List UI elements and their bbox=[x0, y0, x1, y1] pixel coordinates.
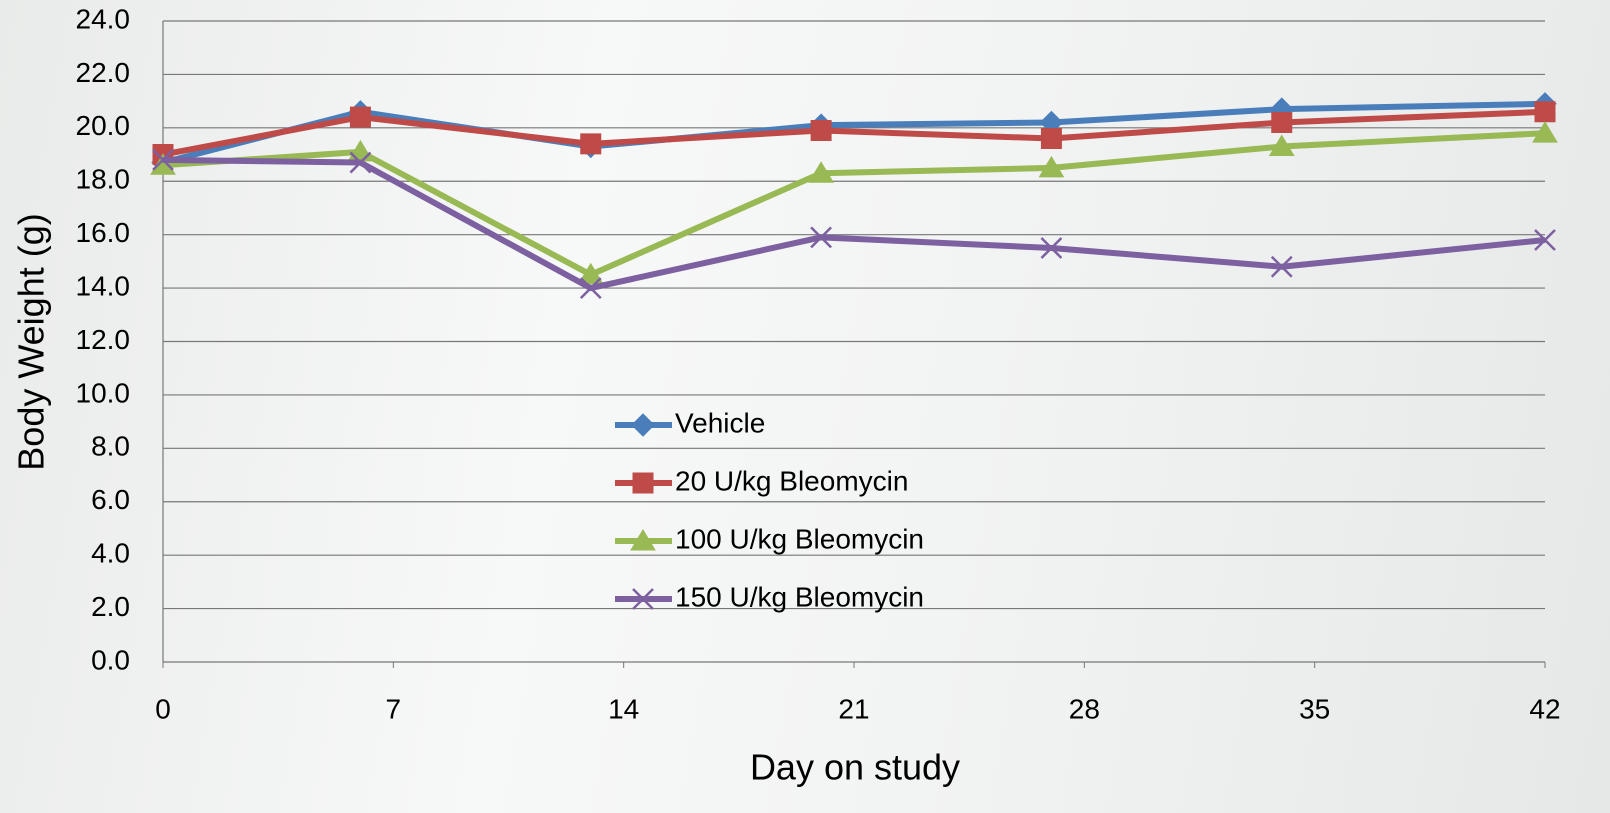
y-tick-label: 18.0 bbox=[76, 164, 131, 195]
x-tick-label: 35 bbox=[1299, 693, 1330, 724]
marker bbox=[577, 262, 604, 285]
legend-label: 100 U/kg Bleomycin bbox=[675, 523, 924, 554]
marker bbox=[631, 413, 655, 437]
y-tick-label: 14.0 bbox=[76, 270, 131, 301]
y-tick-label: 8.0 bbox=[91, 431, 130, 462]
legend-label: 150 U/kg Bleomycin bbox=[675, 581, 924, 612]
y-tick-label: 10.0 bbox=[76, 377, 131, 408]
y-tick-label: 12.0 bbox=[76, 324, 131, 355]
x-tick-label: 14 bbox=[608, 693, 639, 724]
x-tick-label: 7 bbox=[386, 693, 402, 724]
y-tick-label: 22.0 bbox=[76, 57, 131, 88]
marker bbox=[1534, 101, 1556, 123]
y-tick-label: 24.0 bbox=[76, 3, 131, 34]
legend-marker bbox=[630, 529, 656, 551]
marker bbox=[1040, 237, 1063, 259]
x-tick-label: 21 bbox=[838, 693, 869, 724]
marker bbox=[810, 120, 832, 142]
legend-entry: 150 U/kg Bleomycin bbox=[615, 581, 924, 612]
marker bbox=[1534, 229, 1556, 251]
y-tick-label: 16.0 bbox=[76, 217, 131, 248]
legend-marker bbox=[632, 588, 654, 610]
x-tick-label: 0 bbox=[155, 693, 171, 724]
marker bbox=[1268, 134, 1295, 157]
legend-entry: Vehicle bbox=[615, 407, 765, 438]
legend-entry: 20 U/kg Bleomycin bbox=[615, 465, 908, 496]
marker bbox=[152, 148, 174, 171]
y-tick-label: 4.0 bbox=[91, 538, 130, 569]
y-axis-label: Body Weight (g) bbox=[11, 213, 52, 470]
marker bbox=[349, 151, 372, 174]
y-tick-label: 20.0 bbox=[76, 110, 131, 141]
legend-label: Vehicle bbox=[675, 407, 765, 438]
series-line bbox=[162, 156, 1546, 292]
y-tick-label: 0.0 bbox=[91, 644, 130, 675]
marker bbox=[349, 106, 371, 128]
marker bbox=[630, 529, 656, 551]
marker bbox=[810, 226, 832, 249]
legend-label: 20 U/kg Bleomycin bbox=[675, 465, 908, 496]
legend-entry: 100 U/kg Bleomycin bbox=[615, 523, 924, 554]
marker bbox=[580, 133, 602, 155]
marker bbox=[1532, 121, 1558, 143]
marker bbox=[1040, 128, 1062, 150]
x-tick-label: 42 bbox=[1529, 693, 1560, 724]
marker bbox=[1270, 255, 1293, 278]
marker bbox=[632, 472, 654, 494]
marker bbox=[1038, 155, 1065, 178]
marker bbox=[1271, 111, 1293, 133]
legend-marker bbox=[632, 472, 654, 494]
y-tick-label: 2.0 bbox=[91, 591, 130, 622]
x-axis-label: Day on study bbox=[750, 747, 960, 788]
legend-marker bbox=[631, 413, 655, 437]
x-tick-label: 28 bbox=[1069, 693, 1100, 724]
marker bbox=[808, 161, 834, 183]
marker bbox=[579, 277, 602, 299]
marker bbox=[632, 588, 654, 610]
y-tick-label: 6.0 bbox=[91, 484, 130, 515]
